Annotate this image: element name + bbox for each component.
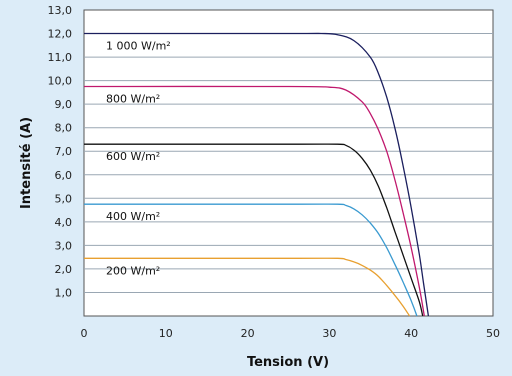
series-line [83, 85, 425, 317]
y-tick-label: 6,0 [55, 169, 73, 182]
x-axis-title: Tension (V) [247, 355, 329, 370]
series-label: 1 000 W/m² [106, 40, 171, 53]
series-line [84, 203, 418, 317]
y-tick-labels: 1,0 2,0 3,0 4,0 5,0 6,0 7,0 8,0 9,0 10,0 11,0 12,0 1… [48, 4, 73, 299]
x-tick-label: 20 [241, 327, 255, 340]
series-labels: 1 000 W/m² 800 W/m² 600 W/m² 400 W/m² 200 W/… [106, 40, 171, 278]
series-line [84, 32, 430, 317]
series-line [84, 257, 411, 317]
y-tick-label: 9,0 [55, 98, 73, 111]
y-tick-label: 11,0 [48, 51, 73, 64]
y-tick-label: 10,0 [48, 75, 73, 88]
y-tick-label: 4,0 [55, 216, 73, 229]
plot-area [83, 9, 494, 317]
x-tick-label: 0 [81, 327, 88, 340]
series-label: 400 W/m² [106, 210, 160, 223]
y-axis-title: Intensité (A) [19, 117, 34, 209]
series-label: 800 W/m² [106, 93, 160, 106]
y-tick-label: 3,0 [55, 239, 73, 252]
x-tick-label: 10 [159, 327, 173, 340]
series-lines [83, 32, 430, 317]
y-tick-label: 12,0 [48, 28, 73, 41]
series-line [83, 143, 424, 317]
x-tick-labels: 0 10 20 30 40 50 [81, 327, 501, 340]
y-tick-label: 2,0 [55, 263, 73, 276]
x-tick-label: 30 [322, 327, 336, 340]
y-tick-label: 8,0 [55, 122, 73, 135]
x-tick-label: 40 [404, 327, 418, 340]
y-tick-label: 13,0 [48, 4, 73, 17]
series-label: 200 W/m² [106, 264, 160, 277]
x-tick-label: 50 [486, 327, 500, 340]
y-tick-label: 1,0 [55, 286, 73, 299]
y-tick-label: 5,0 [55, 192, 73, 205]
y-tick-label: 7,0 [55, 145, 73, 158]
series-label: 600 W/m² [106, 150, 160, 163]
